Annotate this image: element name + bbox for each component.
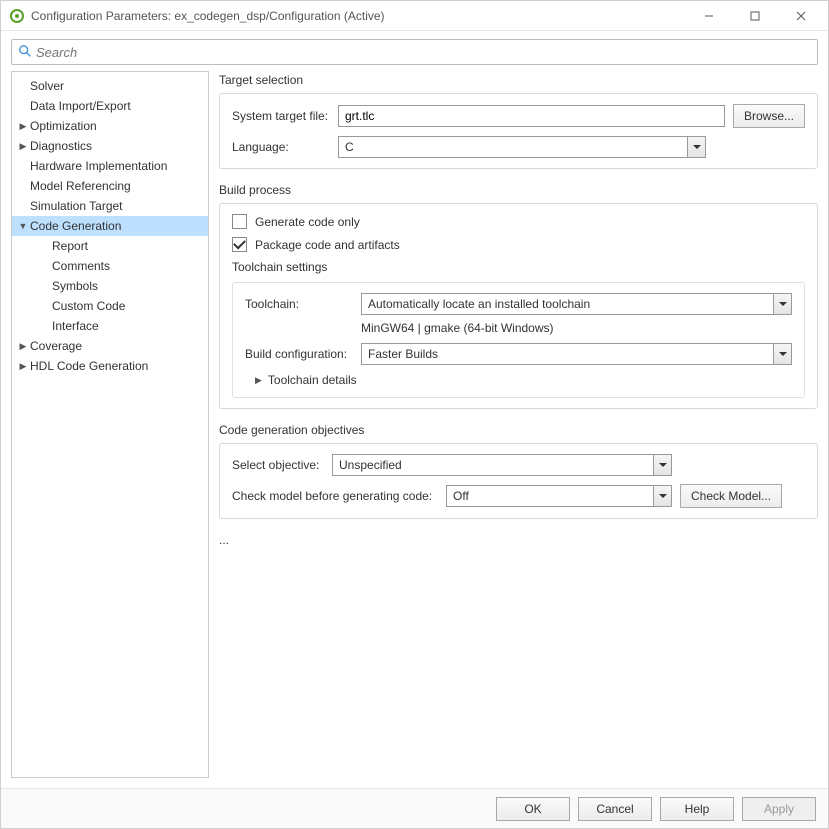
titlebar: Configuration Parameters: ex_codegen_dsp… bbox=[1, 1, 828, 31]
sidebar-item-interface[interactable]: ▶Interface bbox=[12, 316, 208, 336]
sidebar-item-hdl-code-generation[interactable]: ▶HDL Code Generation bbox=[12, 356, 208, 376]
select-objective-label: Select objective: bbox=[232, 458, 332, 472]
build-config-label: Build configuration: bbox=[245, 347, 361, 361]
window-title: Configuration Parameters: ex_codegen_dsp… bbox=[31, 9, 686, 23]
select-objective-select[interactable]: Unspecified bbox=[332, 454, 672, 476]
chevron-down-icon: ▼ bbox=[16, 221, 30, 231]
sidebar-item-label: Custom Code bbox=[52, 299, 125, 313]
sidebar-item-coverage[interactable]: ▶Coverage bbox=[12, 336, 208, 356]
select-objective-value: Unspecified bbox=[333, 458, 653, 472]
sidebar-item-simulation-target[interactable]: ▶Simulation Target bbox=[12, 196, 208, 216]
sidebar-item-label: Report bbox=[52, 239, 88, 253]
toolchain-details-label: Toolchain details bbox=[268, 373, 357, 387]
package-code-checkbox[interactable] bbox=[232, 237, 247, 252]
sidebar-item-symbols[interactable]: ▶Symbols bbox=[12, 276, 208, 296]
chevron-down-icon bbox=[653, 455, 671, 475]
toolchain-settings-title: Toolchain settings bbox=[232, 260, 805, 274]
sidebar-item-label: Diagnostics bbox=[30, 139, 92, 153]
chevron-right-icon: ▶ bbox=[16, 121, 30, 132]
content-area: ▶Solver▶Data Import/Export▶Optimization▶… bbox=[1, 71, 828, 788]
build-process-title: Build process bbox=[219, 183, 818, 197]
ok-button[interactable]: OK bbox=[496, 797, 570, 821]
sidebar-item-custom-code[interactable]: ▶Custom Code bbox=[12, 296, 208, 316]
nav-tree: ▶Solver▶Data Import/Export▶Optimization▶… bbox=[11, 71, 209, 778]
minimize-button[interactable] bbox=[686, 2, 732, 30]
close-button[interactable] bbox=[778, 2, 824, 30]
sidebar-item-hardware-implementation[interactable]: ▶Hardware Implementation bbox=[12, 156, 208, 176]
objectives-title: Code generation objectives bbox=[219, 423, 818, 437]
chevron-down-icon bbox=[773, 294, 791, 314]
sidebar-item-code-generation[interactable]: ▼Code Generation bbox=[12, 216, 208, 236]
sidebar-item-label: Comments bbox=[52, 259, 110, 273]
target-selection-group: System target file: Browse... Language: … bbox=[219, 93, 818, 169]
sidebar-item-label: Optimization bbox=[30, 119, 97, 133]
apply-button[interactable]: Apply bbox=[742, 797, 816, 821]
objectives-group: Select objective: Unspecified Check mode… bbox=[219, 443, 818, 519]
help-button[interactable]: Help bbox=[660, 797, 734, 821]
toolchain-select[interactable]: Automatically locate an installed toolch… bbox=[361, 293, 792, 315]
sidebar-item-optimization[interactable]: ▶Optimization bbox=[12, 116, 208, 136]
toolchain-value: Automatically locate an installed toolch… bbox=[362, 297, 773, 311]
check-model-button[interactable]: Check Model... bbox=[680, 484, 782, 508]
sidebar-item-model-referencing[interactable]: ▶Model Referencing bbox=[12, 176, 208, 196]
toolchain-details-toggle[interactable]: ▶ Toolchain details bbox=[255, 373, 792, 387]
sidebar-item-report[interactable]: ▶Report bbox=[12, 236, 208, 256]
app-icon bbox=[9, 8, 25, 24]
generate-code-only-checkbox[interactable] bbox=[232, 214, 247, 229]
sidebar-item-label: Interface bbox=[52, 319, 99, 333]
toolchain-label: Toolchain: bbox=[245, 297, 361, 311]
check-model-select[interactable]: Off bbox=[446, 485, 672, 507]
package-code-label: Package code and artifacts bbox=[255, 238, 400, 252]
sidebar-item-comments[interactable]: ▶Comments bbox=[12, 256, 208, 276]
browse-button[interactable]: Browse... bbox=[733, 104, 805, 128]
search-icon bbox=[18, 44, 36, 61]
language-select[interactable]: C bbox=[338, 136, 706, 158]
sidebar-item-label: Solver bbox=[30, 79, 64, 93]
chevron-right-icon: ▶ bbox=[255, 375, 262, 386]
check-model-label: Check model before generating code: bbox=[232, 489, 446, 503]
sidebar-item-label: Data Import/Export bbox=[30, 99, 131, 113]
search-box[interactable] bbox=[11, 39, 818, 65]
chevron-down-icon bbox=[653, 486, 671, 506]
build-process-group: Generate code only Package code and arti… bbox=[219, 203, 818, 409]
check-model-value: Off bbox=[447, 489, 653, 503]
sidebar-item-diagnostics[interactable]: ▶Diagnostics bbox=[12, 136, 208, 156]
build-config-select[interactable]: Faster Builds bbox=[361, 343, 792, 365]
window-controls bbox=[686, 2, 824, 30]
sidebar-item-label: Model Referencing bbox=[30, 179, 131, 193]
chevron-right-icon: ▶ bbox=[16, 141, 30, 152]
chevron-right-icon: ▶ bbox=[16, 341, 30, 352]
sidebar-item-label: Simulation Target bbox=[30, 199, 123, 213]
config-params-window: Configuration Parameters: ex_codegen_dsp… bbox=[0, 0, 829, 829]
chevron-down-icon bbox=[773, 344, 791, 364]
cancel-button[interactable]: Cancel bbox=[578, 797, 652, 821]
generate-code-only-label: Generate code only bbox=[255, 215, 360, 229]
target-selection-title: Target selection bbox=[219, 73, 818, 87]
search-row bbox=[1, 31, 828, 71]
chevron-right-icon: ▶ bbox=[16, 361, 30, 372]
sidebar-item-label: Hardware Implementation bbox=[30, 159, 167, 173]
build-config-value: Faster Builds bbox=[362, 347, 773, 361]
language-value: C bbox=[339, 140, 687, 154]
system-target-file-input[interactable] bbox=[338, 105, 725, 127]
search-input[interactable] bbox=[36, 45, 811, 60]
main-panel: Target selection System target file: Bro… bbox=[219, 71, 818, 778]
sidebar-item-solver[interactable]: ▶Solver bbox=[12, 76, 208, 96]
language-label: Language: bbox=[232, 140, 338, 154]
more-indicator[interactable]: ... bbox=[219, 533, 818, 547]
toolchain-resolved: MinGW64 | gmake (64-bit Windows) bbox=[361, 321, 792, 335]
sidebar-item-label: Code Generation bbox=[30, 219, 121, 233]
sidebar-item-label: Symbols bbox=[52, 279, 98, 293]
chevron-down-icon bbox=[687, 137, 705, 157]
maximize-button[interactable] bbox=[732, 2, 778, 30]
dialog-footer: OK Cancel Help Apply bbox=[1, 788, 828, 828]
sidebar-item-label: Coverage bbox=[30, 339, 82, 353]
sidebar-item-label: HDL Code Generation bbox=[30, 359, 148, 373]
sidebar-item-data-import-export[interactable]: ▶Data Import/Export bbox=[12, 96, 208, 116]
system-target-file-label: System target file: bbox=[232, 109, 338, 123]
toolchain-settings-group: Toolchain: Automatically locate an insta… bbox=[232, 282, 805, 398]
